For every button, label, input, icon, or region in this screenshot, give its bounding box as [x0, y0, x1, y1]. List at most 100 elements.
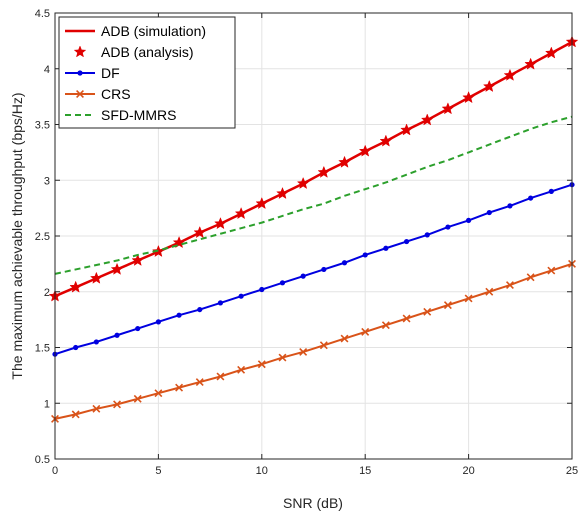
- data-point-df: [155, 319, 161, 325]
- data-point-df: [424, 232, 430, 238]
- data-point-df: [466, 217, 472, 223]
- data-point-df: [383, 245, 389, 251]
- data-point-adb-analysis: [482, 79, 496, 92]
- legend-marker: [77, 70, 83, 76]
- legend-label: ADB (analysis): [101, 44, 194, 60]
- legend-marker: [73, 45, 87, 58]
- series-layer: [48, 35, 579, 423]
- y-tick-label: 3.5: [35, 120, 50, 132]
- data-point-crs: [133, 394, 142, 403]
- series-markers-df: [52, 182, 575, 357]
- data-point-crs: [154, 389, 163, 398]
- data-point-df: [176, 312, 182, 318]
- legend-marker: [76, 90, 84, 98]
- y-tick-label: 4: [44, 64, 50, 76]
- data-point-adb-analysis: [524, 57, 538, 70]
- data-point-crs: [505, 281, 514, 290]
- y-tick-label: 4.5: [35, 8, 50, 20]
- x-tick-label: 10: [256, 465, 268, 477]
- data-point-df: [93, 339, 99, 345]
- x-tick-label: 15: [359, 465, 371, 477]
- legend-label: DF: [101, 65, 120, 81]
- legend-entry-df: DF: [65, 65, 120, 81]
- data-point-crs: [92, 404, 101, 413]
- data-point-crs: [402, 314, 411, 323]
- data-point-df: [321, 266, 327, 273]
- data-point-crs: [237, 365, 246, 374]
- data-point-df: [548, 188, 554, 194]
- data-point-crs: [340, 334, 349, 343]
- data-point-crs: [278, 353, 287, 362]
- data-point-crs: [547, 266, 556, 275]
- data-point-df: [259, 286, 265, 293]
- data-point-df: [197, 306, 203, 313]
- axis-ticks: 0 5 10 15 20 25 0.5 1 1.5 2 2.5 3 3.5 4 4.5: [35, 8, 578, 477]
- x-tick-label: 25: [566, 465, 578, 477]
- data-point-adb-analysis: [193, 225, 207, 239]
- data-point-crs: [443, 301, 452, 310]
- data-point-df: [279, 280, 286, 286]
- data-point-df: [341, 260, 348, 266]
- data-point-df: [486, 209, 492, 216]
- data-point-df: [114, 332, 120, 338]
- legend-entry-crs: CRS: [65, 86, 131, 102]
- data-point-df: [238, 293, 244, 299]
- data-point-df: [445, 224, 451, 230]
- y-tick-label: 2: [44, 287, 50, 299]
- data-point-crs: [71, 410, 80, 419]
- data-point-adb-analysis: [441, 102, 455, 115]
- data-point-crs: [319, 341, 328, 350]
- series-line-crs: [54, 262, 573, 420]
- data-point-adb-analysis: [338, 155, 351, 168]
- data-point-crs: [526, 273, 535, 282]
- data-point-df: [135, 325, 141, 332]
- data-point-adb-analysis: [379, 134, 393, 147]
- data-point-df: [217, 300, 224, 306]
- data-point-adb-analysis: [544, 46, 558, 59]
- series-markers-adb-analysis: [48, 35, 579, 302]
- legend-label: SFD-MMRS: [101, 107, 176, 123]
- data-point-df: [403, 238, 410, 245]
- y-tick-label: 0.5: [35, 454, 50, 466]
- x-tick-label: 5: [155, 465, 161, 477]
- data-point-crs: [361, 327, 370, 336]
- data-point-adb-analysis: [255, 196, 269, 210]
- data-point-crs: [423, 307, 432, 316]
- data-point-adb-analysis: [276, 186, 289, 200]
- data-point-crs: [299, 347, 308, 356]
- legend-entry-adb-analysis: ADB (analysis): [73, 44, 194, 60]
- y-tick-label: 1.5: [35, 343, 50, 355]
- y-tick-label: 2.5: [35, 231, 50, 243]
- data-point-crs: [485, 287, 494, 296]
- data-point-crs: [195, 378, 204, 387]
- legend: ADB (simulation) ADB (analysis) DF CRS SFD-M…: [58, 16, 236, 129]
- data-point-adb-analysis: [131, 253, 145, 266]
- y-tick-label: 3: [44, 175, 50, 187]
- data-point-adb-analysis: [110, 262, 124, 275]
- data-point-adb-analysis: [172, 236, 186, 249]
- data-point-adb-analysis: [420, 113, 434, 126]
- data-point-df: [507, 203, 513, 209]
- data-point-adb-analysis: [317, 165, 331, 178]
- legend-entry-sfd-mmrs: SFD-MMRS: [65, 107, 176, 123]
- data-point-adb-analysis: [503, 68, 517, 81]
- series-line-sfd-mmrs: [54, 115, 573, 275]
- data-point-adb-analysis: [214, 217, 227, 230]
- data-point-crs: [175, 383, 184, 392]
- x-axis-label: SNR (dB): [283, 495, 343, 511]
- data-point-adb-analysis: [400, 123, 413, 136]
- data-point-adb-analysis: [89, 271, 103, 284]
- data-point-df: [73, 344, 79, 351]
- series-line-df: [54, 183, 573, 356]
- data-point-crs: [216, 372, 225, 381]
- data-point-adb-analysis: [234, 207, 248, 220]
- x-tick-label: 20: [462, 465, 474, 477]
- data-point-adb-analysis: [69, 280, 83, 293]
- data-point-crs: [381, 321, 390, 330]
- y-axis-label: The maximum achievable throughput (bps/H…: [9, 92, 25, 379]
- data-point-crs: [464, 294, 473, 303]
- legend-label: CRS: [101, 86, 131, 102]
- data-point-df: [300, 273, 306, 279]
- y-tick-label: 1: [44, 398, 50, 410]
